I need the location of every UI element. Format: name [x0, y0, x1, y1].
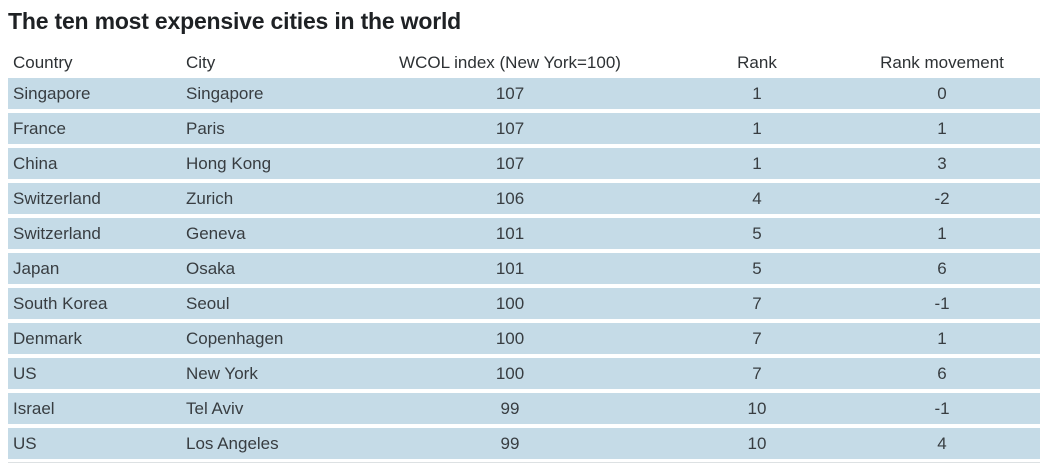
table-row: Switzerland Geneva 101 5 1 [8, 218, 1040, 249]
table-cell: 101 [495, 224, 525, 243]
table-cell: 10 [747, 399, 767, 418]
table-cell: Seoul [186, 294, 230, 313]
table-cell: Switzerland [13, 224, 101, 243]
table-cell: 107 [495, 154, 525, 173]
table-cell: 1 [752, 154, 762, 173]
table-cell: Osaka [186, 259, 236, 278]
table-row: Japan Osaka 101 5 6 [8, 253, 1040, 284]
table-cell: 100 [495, 329, 525, 348]
table-header-row: Country City WCOL index (New York=100) R… [8, 45, 1040, 78]
table-cell: 107 [495, 119, 525, 138]
table-cell: 7 [752, 294, 762, 313]
table-cell: 99 [500, 399, 520, 418]
column-header-rank-movement: Rank movement [880, 53, 1004, 72]
table-cell: Israel [13, 399, 55, 418]
table-cell: 3 [937, 154, 947, 173]
column-header-city: City [186, 53, 216, 72]
table-row: China Hong Kong 107 1 3 [8, 148, 1040, 179]
table-row: Denmark Copenhagen 100 7 1 [8, 323, 1040, 354]
table-cell: 6 [937, 364, 947, 383]
figure-title: The ten most expensive cities in the wor… [8, 8, 461, 34]
table-cell: 99 [500, 434, 520, 453]
table-cell: 7 [752, 364, 762, 383]
table-cell: -1 [934, 399, 950, 418]
expensive-cities-table-figure: The ten most expensive cities in the wor… [8, 0, 1040, 463]
table-cell: 107 [495, 84, 525, 103]
table-cell: Hong Kong [186, 154, 272, 173]
table-cell: 100 [495, 294, 525, 313]
table-cell: Copenhagen [186, 329, 284, 348]
table-cell: US [13, 364, 37, 383]
table-cell: South Korea [13, 294, 108, 313]
table-row: Singapore Singapore 107 1 0 [8, 78, 1040, 109]
table-cell: 5 [752, 259, 762, 278]
table-cell: 0 [937, 84, 947, 103]
table-cell: 6 [937, 259, 947, 278]
data-table: Country City WCOL index (New York=100) R… [8, 45, 1040, 463]
table-cell: 1 [752, 119, 762, 138]
table-cell: Tel Aviv [186, 399, 244, 418]
column-header-country: Country [13, 53, 73, 72]
table-row: France Paris 107 1 1 [8, 113, 1040, 144]
table-cell: 7 [752, 329, 762, 348]
table-cell: 5 [752, 224, 762, 243]
table-cell: 10 [747, 434, 767, 453]
table-cell: Zurich [186, 189, 234, 208]
table-row: South Korea Seoul 100 7 -1 [8, 288, 1040, 319]
table-cell: 4 [752, 189, 762, 208]
table-cell: US [13, 434, 37, 453]
table-row: US New York 100 7 6 [8, 358, 1040, 389]
column-header-rank: Rank [737, 53, 777, 72]
table-cell: Japan [13, 259, 60, 278]
table-cell: 100 [495, 364, 525, 383]
table-cell: France [13, 119, 66, 138]
table-cell: Singapore [13, 84, 91, 103]
table-row: Switzerland Zurich 106 4 -2 [8, 183, 1040, 214]
table-cell: 1 [752, 84, 762, 103]
table-cell: -2 [934, 189, 950, 208]
table-bottom-rule [8, 462, 1040, 463]
table-cell: Geneva [186, 224, 246, 243]
table-row: US Los Angeles 99 10 4 [8, 428, 1040, 459]
table-cell: 106 [495, 189, 525, 208]
column-header-wcol-index: WCOL index (New York=100) [399, 53, 621, 72]
table-cell: New York [186, 364, 258, 383]
table-cell: 1 [937, 224, 947, 243]
table-cell: 1 [937, 119, 947, 138]
table-cell: Los Angeles [186, 434, 279, 453]
table-row: Israel Tel Aviv 99 10 -1 [8, 393, 1040, 424]
table-cell: -1 [934, 294, 950, 313]
table-cell: Denmark [13, 329, 82, 348]
table-cell: Singapore [186, 84, 264, 103]
table-cell: Switzerland [13, 189, 101, 208]
table-body: Singapore Singapore 107 1 0 France Paris 107 1 1 C… [8, 78, 1040, 459]
table-cell: 101 [495, 259, 525, 278]
table-cell: 1 [937, 329, 947, 348]
table-cell: 4 [937, 434, 947, 453]
table-cell: China [13, 154, 58, 173]
table-cell: Paris [186, 119, 225, 138]
